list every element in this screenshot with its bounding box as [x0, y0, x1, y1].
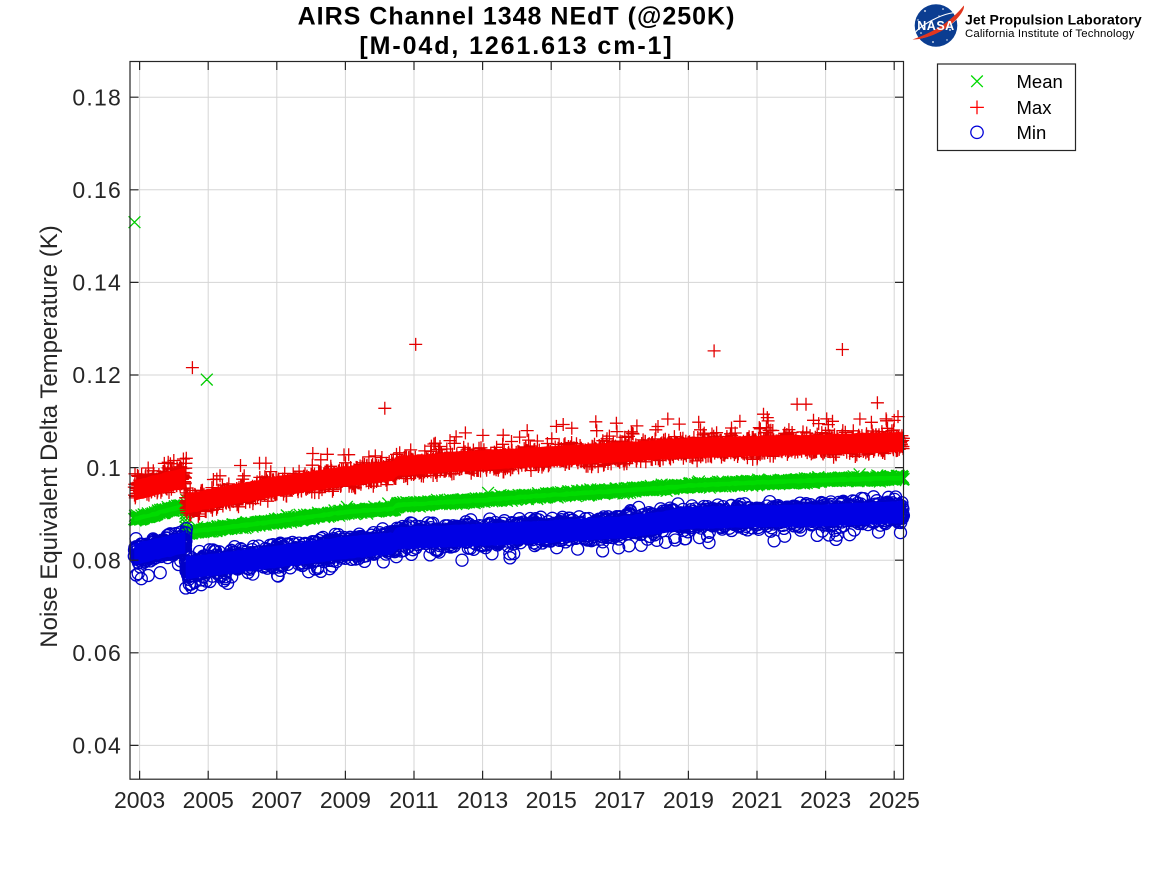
svg-text:Max: Max	[1017, 97, 1053, 118]
svg-text:0.04: 0.04	[72, 733, 122, 759]
svg-text:0.06: 0.06	[72, 640, 122, 666]
svg-text:2021: 2021	[731, 787, 782, 813]
svg-text:0.18: 0.18	[72, 84, 122, 110]
svg-text:AIRS Channel 1348 NEdT (@250K): AIRS Channel 1348 NEdT (@250K)	[298, 3, 736, 31]
svg-text:2013: 2013	[457, 787, 508, 813]
svg-text:0.08: 0.08	[72, 547, 122, 573]
svg-text:0.1: 0.1	[86, 455, 122, 481]
svg-text:NASA: NASA	[917, 19, 954, 33]
svg-text:2003: 2003	[114, 787, 165, 813]
svg-text:Mean: Mean	[1017, 71, 1063, 92]
svg-text:2007: 2007	[251, 787, 302, 813]
svg-text:2017: 2017	[594, 787, 645, 813]
svg-text:2005: 2005	[183, 787, 234, 813]
svg-text:0.12: 0.12	[72, 362, 122, 388]
svg-text:0.14: 0.14	[72, 270, 122, 296]
svg-text:Jet Propulsion Laboratory: Jet Propulsion Laboratory	[965, 12, 1142, 28]
svg-text:2023: 2023	[800, 787, 851, 813]
svg-text:Min: Min	[1017, 122, 1047, 143]
svg-text:0.16: 0.16	[72, 177, 122, 203]
svg-text:California Institute of Techno: California Institute of Technology	[965, 28, 1135, 40]
svg-text:2011: 2011	[389, 787, 438, 813]
svg-text:2009: 2009	[320, 787, 371, 813]
svg-text:2019: 2019	[663, 787, 714, 813]
svg-text:2015: 2015	[526, 787, 577, 813]
svg-text:Noise Equivalent Delta Tempera: Noise Equivalent Delta Temperature (K)	[36, 225, 63, 647]
svg-text:2025: 2025	[869, 787, 920, 813]
svg-text:[M-04d, 1261.613 cm-1]: [M-04d, 1261.613 cm-1]	[359, 32, 673, 60]
